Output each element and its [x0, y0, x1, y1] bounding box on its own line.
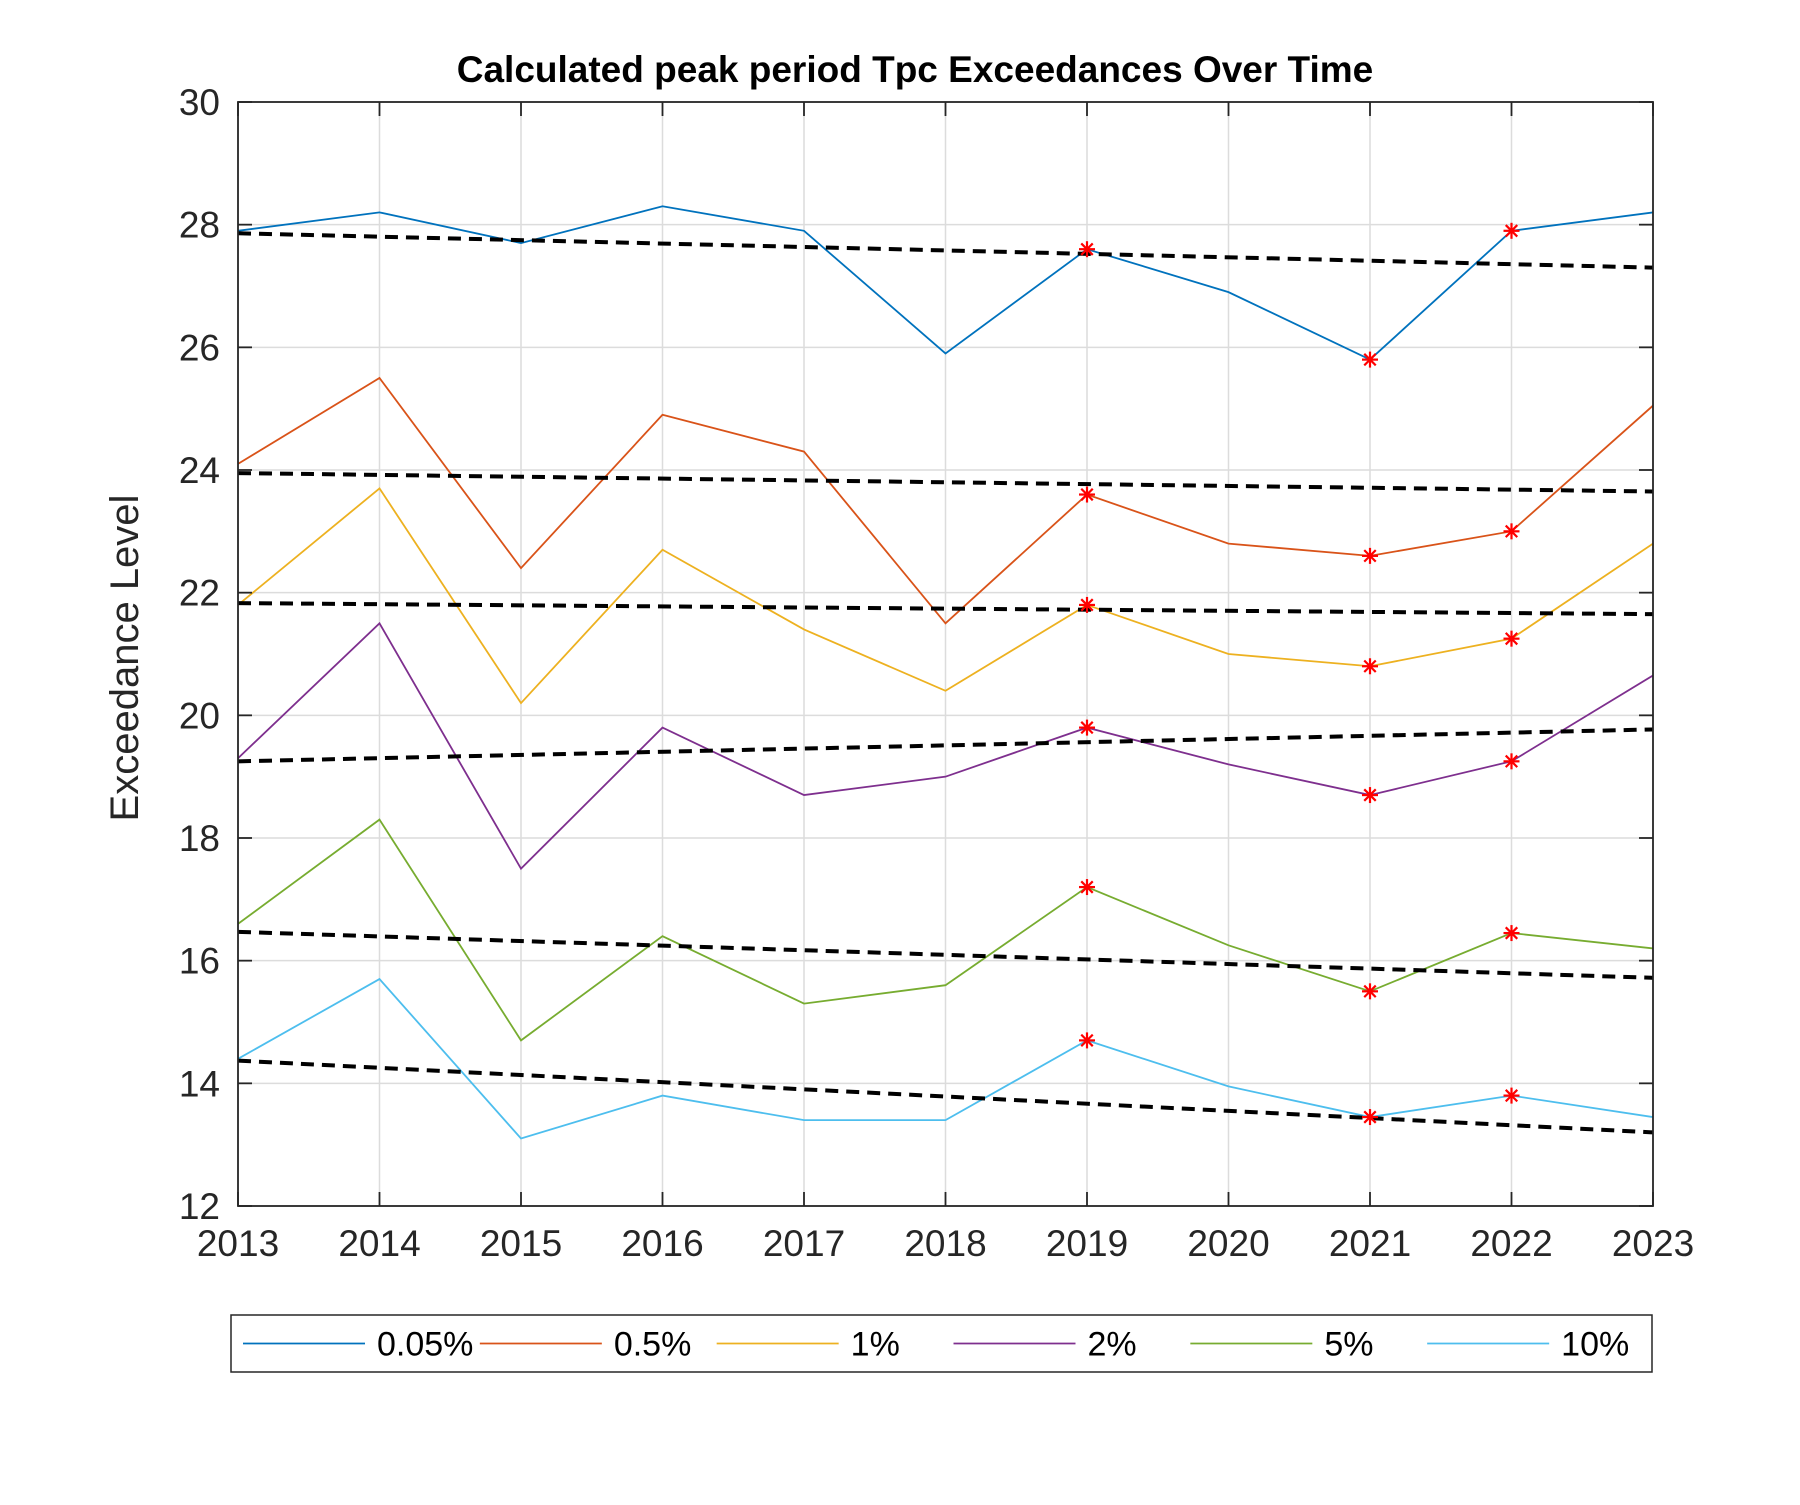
chart-title: Calculated peak period Tpc Exceedances O…: [457, 49, 1374, 90]
marker-stroke: [1080, 598, 1094, 612]
legend-box: [230, 1314, 1653, 1373]
x-tick-label: 2021: [1329, 1223, 1411, 1264]
marker-stroke: [1504, 632, 1519, 646]
x-tick-label: 2017: [763, 1223, 845, 1264]
highlight-marker: [1079, 719, 1095, 736]
marker-stroke: [1080, 880, 1094, 894]
highlight-marker: [1503, 1087, 1520, 1104]
marker-stroke: [1363, 1110, 1377, 1124]
series-line-10%: [237, 977, 1654, 1140]
series-line-0.05%: [237, 205, 1654, 361]
y-tick-label: 30: [179, 82, 220, 123]
highlight-marker: [1362, 983, 1378, 1000]
trend-line-1%: [237, 601, 1654, 617]
x-tick-label: 2018: [904, 1223, 986, 1264]
trend-line-0.05%: [237, 231, 1654, 270]
legend-label-5%: 5%: [1324, 1326, 1373, 1364]
y-tick-label: 28: [179, 205, 220, 246]
marker-stroke: [1504, 754, 1519, 768]
highlight-marker: [1079, 486, 1095, 503]
trend-line-10%: [237, 1058, 1654, 1135]
marker-stroke: [1504, 926, 1519, 940]
trend-line-5%: [237, 929, 1654, 980]
y-axis-label: Exceedance Level: [103, 495, 147, 822]
highlight-marker: [1079, 241, 1095, 258]
series-line-0.5%: [237, 376, 1654, 625]
x-tick-label: 2023: [1612, 1223, 1694, 1264]
marker-stroke: [1363, 984, 1377, 998]
highlight-marker: [1503, 630, 1520, 647]
marker-stroke: [1080, 721, 1094, 735]
marker-stroke: [1504, 224, 1519, 238]
highlight-marker: [1503, 925, 1520, 942]
highlight-marker: [1503, 222, 1520, 239]
x-tick-label: 2019: [1046, 1223, 1128, 1264]
highlight-marker: [1079, 596, 1095, 613]
y-tick-label: 26: [179, 327, 220, 368]
x-tick-label: 2015: [480, 1223, 562, 1264]
highlight-marker: [1503, 753, 1520, 770]
x-tick-label: 2016: [621, 1223, 703, 1264]
y-tick-label: 14: [179, 1063, 220, 1104]
marker-stroke: [1504, 1089, 1519, 1103]
x-tick-label: 2013: [197, 1223, 279, 1264]
marker-stroke: [1363, 353, 1377, 367]
series-line-1%: [237, 487, 1654, 705]
x-tick-label: 2020: [1187, 1223, 1269, 1264]
y-tick-label: 20: [179, 695, 220, 736]
trend-line-0.5%: [237, 471, 1654, 494]
highlight-marker: [1362, 547, 1378, 564]
marker-stroke: [1080, 242, 1094, 256]
y-tick-label: 12: [179, 1186, 220, 1227]
y-tick-label: 24: [179, 450, 220, 491]
marker-stroke: [1504, 524, 1519, 538]
legend-label-2%: 2%: [1088, 1326, 1137, 1364]
highlight-marker: [1362, 1109, 1378, 1126]
highlight-marker: [1362, 351, 1378, 368]
highlight-marker: [1079, 879, 1095, 896]
y-tick-label: 22: [179, 573, 220, 614]
legend-label-0.05%: 0.05%: [377, 1326, 473, 1364]
x-tick-label: 2022: [1470, 1223, 1552, 1264]
marker-stroke: [1363, 788, 1377, 802]
legend-label-0.5%: 0.5%: [614, 1326, 692, 1364]
y-tick-label: 16: [179, 941, 220, 982]
marker-stroke: [1080, 487, 1094, 502]
trend-line-2%: [237, 727, 1654, 764]
highlight-marker: [1362, 658, 1378, 675]
legend-label-1%: 1%: [851, 1326, 900, 1364]
legend-label-10%: 10%: [1561, 1326, 1629, 1364]
axis-ticks: [237, 101, 1654, 1207]
x-tick-label: 2014: [338, 1223, 420, 1264]
marker-stroke: [1363, 659, 1377, 673]
y-tick-label: 18: [179, 818, 220, 859]
highlight-marker: [1503, 523, 1520, 540]
marker-stroke: [1363, 549, 1377, 563]
series-line-2%: [237, 621, 1654, 871]
highlight-marker: [1079, 1032, 1095, 1049]
marker-stroke: [1080, 1033, 1094, 1047]
highlight-marker: [1362, 787, 1378, 804]
